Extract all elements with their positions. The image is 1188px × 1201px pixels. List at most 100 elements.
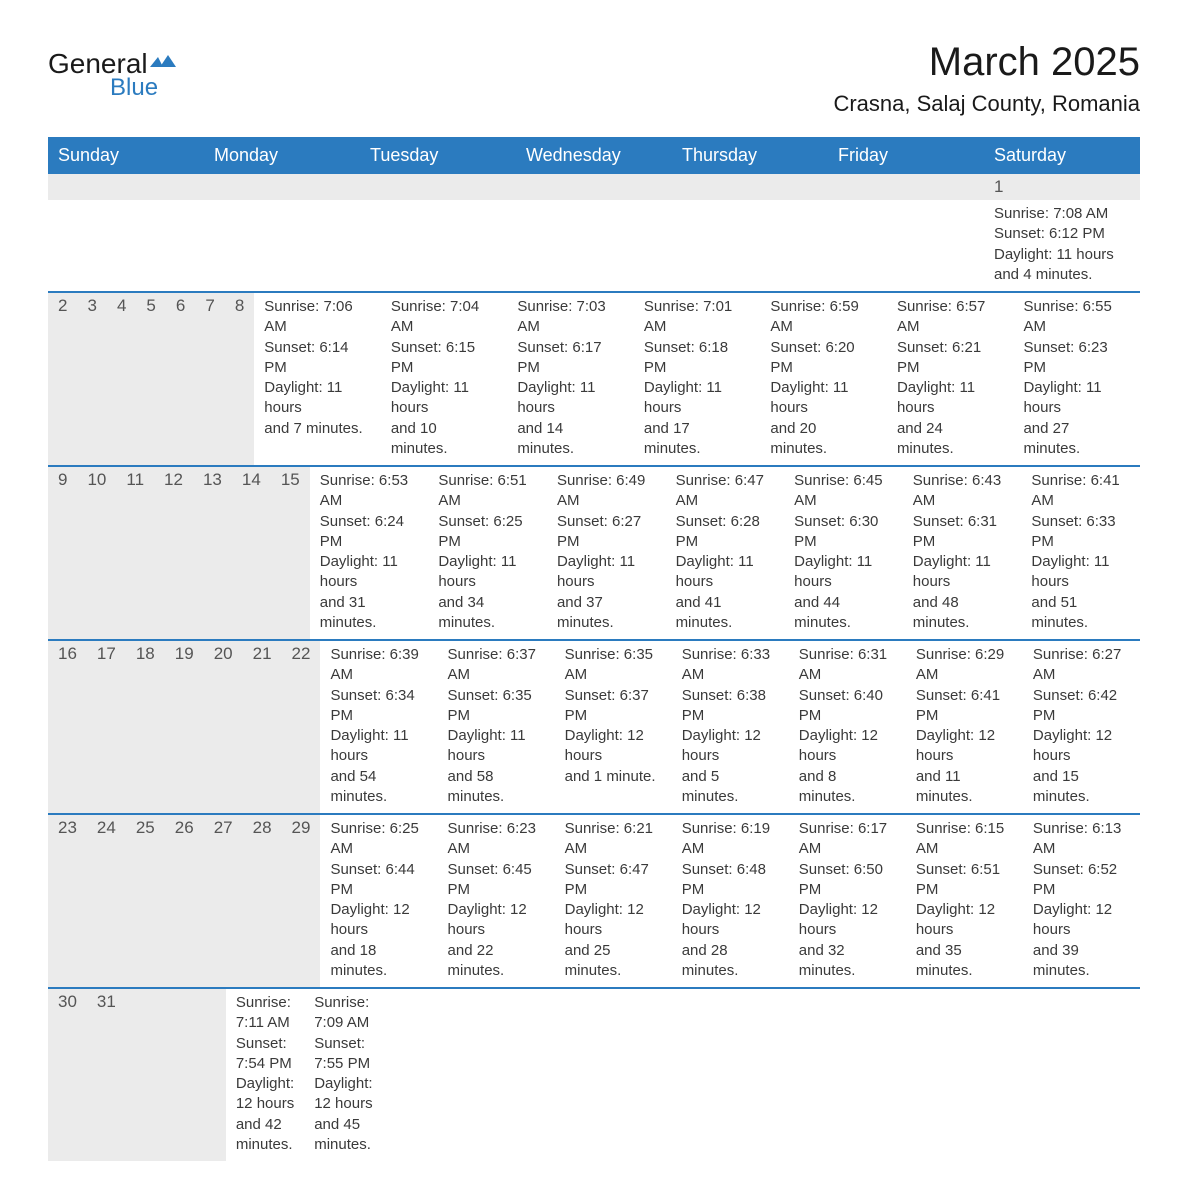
- sunset-text: Sunset: 6:21 PM: [897, 338, 1004, 379]
- day-number: [126, 989, 146, 1161]
- day-number: [360, 174, 516, 200]
- daylight-text-2: and 54 minutes.: [330, 767, 427, 808]
- sunrise-text: Sunrise: 6:39 AM: [330, 645, 427, 686]
- weekday-saturday: Saturday: [984, 137, 1140, 174]
- sunset-text: Sunset: 6:15 PM: [391, 338, 498, 379]
- day-content-row: Sunrise: 7:08 AMSunset: 6:12 PMDaylight:…: [48, 200, 1140, 291]
- sunrise-text: Sunrise: 7:04 AM: [391, 297, 498, 338]
- daylight-text-1: Daylight: 11 hours: [644, 378, 751, 419]
- daylight-text-2: and 27 minutes.: [1023, 419, 1130, 460]
- sunset-text: Sunset: 6:33 PM: [1031, 512, 1130, 553]
- daylight-text-1: Daylight: 11 hours: [264, 378, 371, 419]
- day-number: [516, 174, 672, 200]
- daylight-text-1: Daylight: 12 hours: [314, 1074, 372, 1115]
- day-cell: Sunrise: 6:21 AMSunset: 6:47 PMDaylight:…: [555, 815, 672, 987]
- sunrise-text: Sunrise: 7:06 AM: [264, 297, 371, 338]
- calendar: Sunday Monday Tuesday Wednesday Thursday…: [48, 137, 1140, 1161]
- day-number: 7: [195, 293, 224, 465]
- day-number: 27: [204, 815, 243, 987]
- day-cell: Sunrise: 7:03 AMSunset: 6:17 PMDaylight:…: [507, 293, 634, 465]
- day-number: 16: [48, 641, 87, 813]
- day-content-row: Sunrise: 6:53 AMSunset: 6:24 PMDaylight:…: [310, 467, 1140, 639]
- day-content-row: Sunrise: 7:11 AMSunset: 7:54 PMDaylight:…: [226, 989, 608, 1161]
- weekday-friday: Friday: [828, 137, 984, 174]
- daylight-text-1: Daylight: 11 hours: [330, 726, 427, 767]
- weekday-sunday: Sunday: [48, 137, 204, 174]
- day-cell: Sunrise: 7:09 AMSunset: 7:55 PMDaylight:…: [304, 989, 382, 1161]
- weekday-header-row: Sunday Monday Tuesday Wednesday Thursday…: [48, 137, 1140, 174]
- sunset-text: Sunset: 6:38 PM: [682, 686, 779, 727]
- sunrise-text: Sunrise: 6:45 AM: [794, 471, 893, 512]
- daylight-text-2: and 28 minutes.: [682, 941, 779, 982]
- sunset-text: Sunset: 6:27 PM: [557, 512, 656, 553]
- sunrise-text: Sunrise: 6:15 AM: [916, 819, 1013, 860]
- daylight-text-2: and 25 minutes.: [565, 941, 662, 982]
- day-cell: [360, 200, 516, 291]
- day-number-row: 3031: [48, 989, 226, 1161]
- sunset-text: Sunset: 6:28 PM: [676, 512, 775, 553]
- day-cell: Sunrise: 6:17 AMSunset: 6:50 PMDaylight:…: [789, 815, 906, 987]
- daylight-text-2: and 58 minutes.: [448, 767, 545, 808]
- day-cell: Sunrise: 6:29 AMSunset: 6:41 PMDaylight:…: [906, 641, 1023, 813]
- daylight-text-2: and 5 minutes.: [682, 767, 779, 808]
- title-area: March 2025 Crasna, Salaj County, Romania: [833, 40, 1140, 117]
- daylight-text-2: and 20 minutes.: [770, 419, 877, 460]
- day-cell: [473, 989, 518, 1161]
- sunset-text: Sunset: 6:45 PM: [448, 860, 545, 901]
- sunset-text: Sunset: 6:52 PM: [1033, 860, 1130, 901]
- day-number: 26: [165, 815, 204, 987]
- sunset-text: Sunset: 6:25 PM: [438, 512, 537, 553]
- month-title: March 2025: [833, 40, 1140, 85]
- sunrise-text: Sunrise: 7:11 AM: [236, 993, 294, 1034]
- day-cell: Sunrise: 6:31 AMSunset: 6:40 PMDaylight:…: [789, 641, 906, 813]
- daylight-text-2: and 4 minutes.: [994, 265, 1130, 285]
- sunrise-text: Sunrise: 6:51 AM: [438, 471, 537, 512]
- sunrise-text: Sunrise: 6:35 AM: [565, 645, 662, 686]
- sunset-text: Sunset: 6:40 PM: [799, 686, 896, 727]
- day-number: 21: [243, 641, 282, 813]
- daylight-text-1: Daylight: 12 hours: [682, 726, 779, 767]
- sunset-text: Sunset: 7:54 PM: [236, 1034, 294, 1075]
- daylight-text-1: Daylight: 11 hours: [994, 245, 1130, 265]
- day-number: 13: [193, 467, 232, 639]
- day-cell: Sunrise: 7:01 AMSunset: 6:18 PMDaylight:…: [634, 293, 761, 465]
- daylight-text-1: Daylight: 12 hours: [330, 900, 427, 941]
- sunrise-text: Sunrise: 6:33 AM: [682, 645, 779, 686]
- day-cell: Sunrise: 6:27 AMSunset: 6:42 PMDaylight:…: [1023, 641, 1140, 813]
- sunrise-text: Sunrise: 6:13 AM: [1033, 819, 1130, 860]
- day-number: 12: [154, 467, 193, 639]
- sunset-text: Sunset: 6:51 PM: [916, 860, 1013, 901]
- daylight-text-2: and 41 minutes.: [676, 593, 775, 634]
- daylight-text-2: and 7 minutes.: [264, 419, 371, 439]
- sunrise-text: Sunrise: 6:57 AM: [897, 297, 1004, 338]
- day-number: [146, 989, 166, 1161]
- day-content-row: Sunrise: 6:25 AMSunset: 6:44 PMDaylight:…: [320, 815, 1140, 987]
- day-number: 14: [232, 467, 271, 639]
- day-number: 19: [165, 641, 204, 813]
- day-number: 23: [48, 815, 87, 987]
- day-number: [48, 174, 204, 200]
- daylight-text-2: and 35 minutes.: [916, 941, 1013, 982]
- sunrise-text: Sunrise: 6:49 AM: [557, 471, 656, 512]
- daylight-text-2: and 1 minute.: [565, 767, 662, 787]
- day-cell: Sunrise: 6:55 AMSunset: 6:23 PMDaylight:…: [1013, 293, 1140, 465]
- daylight-text-1: Daylight: 12 hours: [236, 1074, 294, 1115]
- day-cell: Sunrise: 6:49 AMSunset: 6:27 PMDaylight:…: [547, 467, 666, 639]
- daylight-text-1: Daylight: 12 hours: [448, 900, 545, 941]
- daylight-text-2: and 39 minutes.: [1033, 941, 1130, 982]
- sunrise-text: Sunrise: 7:03 AM: [517, 297, 624, 338]
- day-number: [204, 174, 360, 200]
- daylight-text-1: Daylight: 12 hours: [565, 726, 662, 767]
- daylight-text-2: and 45 minutes.: [314, 1115, 372, 1156]
- day-number: 18: [126, 641, 165, 813]
- daylight-text-1: Daylight: 12 hours: [799, 726, 896, 767]
- daylight-text-1: Daylight: 11 hours: [320, 552, 419, 593]
- day-cell: Sunrise: 7:06 AMSunset: 6:14 PMDaylight:…: [254, 293, 381, 465]
- day-cell: Sunrise: 6:35 AMSunset: 6:37 PMDaylight:…: [555, 641, 672, 813]
- day-cell: Sunrise: 6:47 AMSunset: 6:28 PMDaylight:…: [666, 467, 785, 639]
- sunrise-text: Sunrise: 6:19 AM: [682, 819, 779, 860]
- day-cell: Sunrise: 6:51 AMSunset: 6:25 PMDaylight:…: [428, 467, 547, 639]
- header: General Blue March 2025 Crasna, Salaj Co…: [48, 40, 1140, 117]
- sunset-text: Sunset: 7:55 PM: [314, 1034, 372, 1075]
- daylight-text-2: and 51 minutes.: [1031, 593, 1130, 634]
